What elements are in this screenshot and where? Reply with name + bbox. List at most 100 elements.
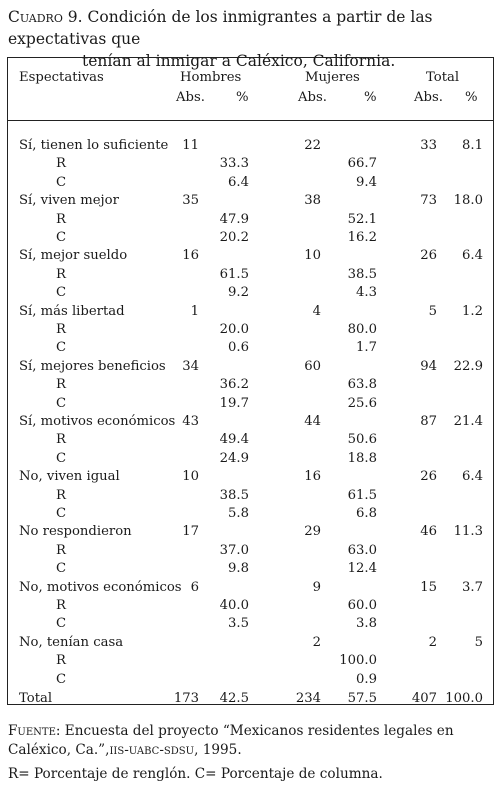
cell-mujeres-c-pct: 4.3 (356, 285, 377, 301)
cell-mujeres-c-pct: 3.8 (356, 616, 377, 632)
cell-mujeres-r-pct: 100.0 (339, 653, 377, 669)
cell-total-abs: 33 (420, 138, 437, 153)
cell-total-abs: 46 (420, 524, 437, 540)
row-sublabel-c: C (56, 285, 67, 301)
cell-hombres-r-pct: 38.5 (219, 487, 249, 503)
cell-mujeres-r-pct: 63.8 (347, 377, 377, 393)
table-footer: Fuente: Encuesta del proyecto “Mexicanos… (8, 722, 498, 784)
row-sublabel-r: R (56, 156, 66, 172)
total-hombres-pct: 42.5 (219, 691, 249, 706)
row-sublabel-c: C (56, 616, 67, 632)
row-sublabel-c: C (56, 395, 67, 411)
row-sublabel-c: C (56, 340, 67, 356)
cell-mujeres-abs: 29 (304, 524, 321, 540)
cell-total-pct: 5 (474, 634, 483, 650)
subheader-mujeres-abs: Abs. (298, 90, 327, 105)
cell-mujeres-c-pct: 9.4 (356, 174, 377, 190)
cell-mujeres-c-pct: 1.7 (356, 340, 377, 356)
cell-mujeres-c-pct: 0.9 (356, 671, 377, 687)
cell-hombres-c-pct: 9.8 (228, 561, 249, 577)
cell-total-abs: 94 (420, 358, 437, 374)
row-sublabel-c: C (56, 230, 67, 245)
cell-hombres-c-pct: 6.4 (228, 174, 249, 190)
row-label: Sí, viven mejor (19, 193, 119, 209)
cell-total-abs: 26 (420, 248, 437, 264)
row-sublabel-r: R (56, 432, 66, 448)
cell-total-pct: 6.4 (462, 469, 483, 485)
caption-label: Cuadro 9. (8, 8, 83, 26)
row-sublabel-c: C (56, 561, 67, 577)
row-label: No, motivos económicos (19, 579, 182, 595)
cell-mujeres-c-pct: 18.8 (347, 450, 377, 466)
header-hombres: Hombres (180, 70, 242, 85)
caption-title-line2: tenían al inmigar a Caléxico, California… (82, 52, 396, 70)
cell-total-pct: 22.9 (453, 358, 483, 374)
cell-mujeres-c-pct: 25.6 (347, 395, 377, 411)
cell-hombres-abs: 1 (190, 303, 199, 319)
caption-title-line1: Condición de los inmigrantes a partir de… (8, 8, 433, 48)
cell-hombres-r-pct: 61.5 (219, 266, 249, 282)
row-sublabel-c: C (56, 450, 67, 466)
row-sublabel-c: C (56, 174, 67, 190)
cell-total-pct: 3.7 (462, 579, 483, 595)
cell-hombres-c-pct: 19.7 (219, 395, 249, 411)
cell-mujeres-r-pct: 61.5 (347, 487, 377, 503)
cell-total-abs: 15 (420, 579, 437, 595)
cell-mujeres-c-pct: 16.2 (347, 230, 377, 245)
cell-hombres-c-pct: 20.2 (219, 230, 249, 245)
cell-mujeres-r-pct: 80.0 (347, 322, 377, 337)
cell-mujeres-abs: 10 (304, 248, 321, 264)
header-total: Total (426, 70, 460, 85)
row-sublabel-r: R (56, 598, 66, 613)
cell-hombres-c-pct: 5.8 (228, 506, 249, 521)
total-mujeres-pct: 57.5 (347, 691, 377, 706)
row-sublabel-r: R (56, 322, 66, 337)
cell-mujeres-r-pct: 38.5 (347, 266, 377, 282)
row-label: No respondieron (19, 524, 132, 540)
cell-mujeres-r-pct: 63.0 (347, 542, 377, 558)
header-mujeres: Mujeres (305, 70, 360, 85)
subheader-mujeres-pct: % (364, 90, 377, 105)
row-sublabel-r: R (56, 653, 66, 669)
header-espectativas: Espectativas (19, 70, 104, 85)
cell-mujeres-abs: 44 (304, 414, 321, 429)
cell-mujeres-c-pct: 6.8 (356, 506, 377, 521)
cell-mujeres-r-pct: 60.0 (347, 598, 377, 613)
total-total-pct: 100.0 (445, 691, 483, 706)
cell-hombres-abs: 34 (182, 358, 199, 374)
cell-mujeres-r-pct: 66.7 (347, 156, 377, 172)
cell-mujeres-abs: 4 (312, 303, 321, 319)
source-note: Fuente: Encuesta del proyecto “Mexicanos… (8, 723, 454, 758)
cell-total-pct: 21.4 (453, 414, 483, 429)
cell-hombres-abs: 35 (182, 193, 199, 209)
cell-hombres-abs: 6 (190, 579, 199, 595)
cell-mujeres-abs: 38 (304, 193, 321, 209)
row-sublabel-r: R (56, 377, 66, 393)
cell-mujeres-c-pct: 12.4 (347, 561, 377, 577)
total-row-label: Total (19, 691, 53, 706)
cell-hombres-abs: 17 (182, 524, 199, 540)
cell-hombres-r-pct: 20.0 (219, 322, 249, 337)
row-sublabel-c: C (56, 506, 67, 521)
cell-hombres-r-pct: 36.2 (219, 377, 249, 393)
row-sublabel-c: C (56, 671, 67, 687)
total-mujeres-abs: 234 (295, 691, 321, 706)
cell-total-abs: 26 (420, 469, 437, 485)
cell-hombres-c-pct: 24.9 (219, 450, 249, 466)
cell-mujeres-r-pct: 52.1 (347, 211, 377, 227)
cell-hombres-abs: 11 (182, 138, 199, 153)
cell-total-pct: 18.0 (453, 193, 483, 209)
cell-hombres-abs: 43 (182, 414, 199, 429)
cell-mujeres-abs: 60 (304, 358, 321, 374)
cell-total-abs: 87 (420, 414, 437, 429)
row-label: Sí, mejor sueldo (19, 248, 128, 264)
cell-hombres-r-pct: 33.3 (219, 156, 249, 172)
row-sublabel-r: R (56, 542, 66, 558)
cell-total-pct: 6.4 (462, 248, 483, 264)
subheader-hombres-pct: % (236, 90, 249, 105)
row-sublabel-r: R (56, 487, 66, 503)
row-label: No, viven igual (19, 469, 120, 485)
cell-hombres-r-pct: 47.9 (219, 211, 249, 227)
row-sublabel-r: R (56, 211, 66, 227)
subheader-total-pct: % (465, 90, 478, 105)
